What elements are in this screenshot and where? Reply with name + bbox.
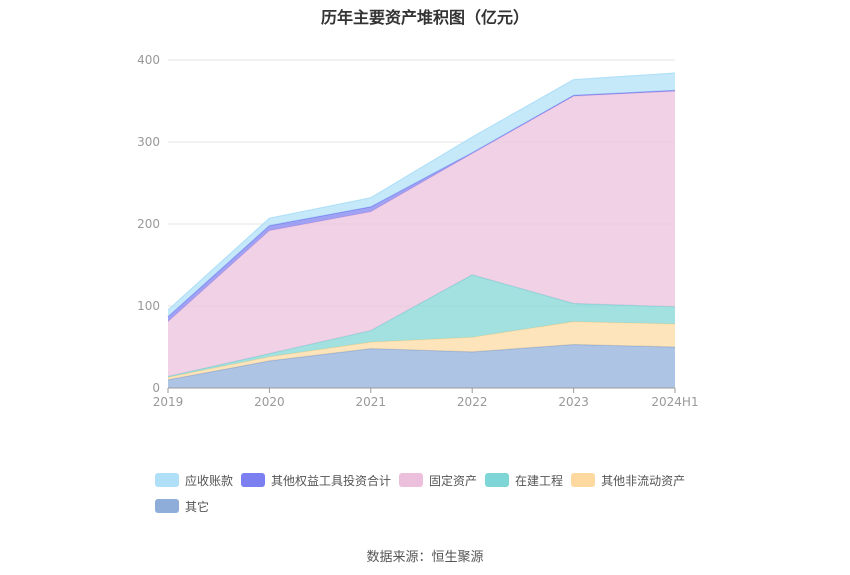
y-tick-label: 400 bbox=[137, 53, 160, 67]
legend-swatch bbox=[571, 473, 596, 487]
area-edge-5 bbox=[167, 72, 676, 311]
y-tick-label: 100 bbox=[137, 299, 160, 313]
legend-label: 应收账款 bbox=[185, 473, 234, 488]
legend-item[interactable]: 其他非流动资产 bbox=[571, 472, 685, 488]
x-tick-label: 2022 bbox=[457, 395, 488, 409]
y-tick-label: 0 bbox=[152, 381, 160, 395]
legend-label: 固定资产 bbox=[429, 473, 478, 488]
area-series-1 bbox=[168, 321, 675, 380]
x-tick-label: 2020 bbox=[254, 395, 285, 409]
chart-title: 历年主要资产堆积图（亿元） bbox=[320, 8, 529, 27]
axis-layer: 0 100 200 300 400 2019 2020 2021 2022 2023 2024H1 bbox=[137, 53, 699, 409]
legend-label: 在建工程 bbox=[515, 473, 564, 488]
area-series-3 bbox=[168, 91, 675, 377]
legend-swatch bbox=[155, 473, 179, 487]
legend-item[interactable]: 其它 bbox=[155, 498, 209, 514]
x-tick-label: 2021 bbox=[356, 395, 387, 409]
area-series-0 bbox=[168, 344, 675, 388]
legend-swatch bbox=[485, 473, 510, 487]
x-tick-label: 2024H1 bbox=[651, 395, 698, 409]
area-series-2 bbox=[168, 274, 675, 378]
y-tick-label: 200 bbox=[137, 217, 160, 231]
legend-label: 其他权益工具投资合计 bbox=[271, 473, 392, 488]
area-layer bbox=[167, 72, 676, 388]
legend-swatch bbox=[155, 499, 179, 513]
legend-item[interactable]: 在建工程 bbox=[485, 472, 563, 488]
legend-label: 其他非流动资产 bbox=[601, 473, 686, 488]
y-tick-label: 300 bbox=[137, 135, 160, 149]
legend-item[interactable]: 应收账款 bbox=[155, 472, 233, 488]
x-tick-label: 2023 bbox=[558, 395, 589, 409]
legend: 应收账款 其他权益工具投资合计 固定资产 在建工程 其他非流动资产其它 bbox=[155, 472, 715, 524]
data-source-note: 数据来源：恒生聚源 bbox=[366, 550, 484, 565]
stacked-area-chart: 0 100 200 300 400 2019 2020 2021 2022 2023 2024H1 bbox=[137, 53, 699, 409]
legend-item[interactable]: 固定资产 bbox=[399, 472, 477, 488]
legend-swatch bbox=[399, 473, 424, 487]
legend-label: 其它 bbox=[185, 499, 210, 514]
x-tick-label: 2019 bbox=[153, 395, 184, 409]
legend-swatch bbox=[241, 473, 266, 487]
legend-item[interactable]: 其他权益工具投资合计 bbox=[241, 472, 391, 488]
